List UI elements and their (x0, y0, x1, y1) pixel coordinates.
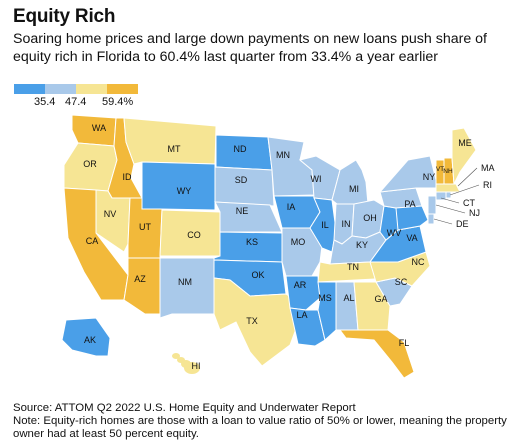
state-label-oh: OH (363, 213, 377, 223)
state-label-pa: PA (404, 199, 415, 209)
state-label-id: ID (123, 172, 133, 182)
state-label-tn: TN (347, 262, 359, 272)
state-label-wy: WY (177, 186, 192, 196)
state-label-la: LA (296, 310, 307, 320)
footer: Source: ATTOM Q2 2022 U.S. Home Equity a… (13, 402, 528, 441)
state-label-ct: CT (463, 198, 475, 208)
state-label-mi: MI (349, 184, 359, 194)
state-label-hi: HI (192, 361, 201, 371)
state-il (309, 197, 337, 253)
chart-subtitle: Soaring home prices and large down payme… (13, 31, 487, 65)
state-label-or: OR (83, 159, 97, 169)
state-ak (61, 317, 111, 357)
state-label-fl: FL (399, 338, 410, 348)
state-label-mn: MN (276, 150, 290, 160)
leader-line-nj (435, 204, 466, 214)
state-ne (214, 201, 283, 233)
state-label-ky: KY (356, 240, 368, 250)
state-label-tx: TX (246, 316, 258, 326)
state-fl (339, 329, 415, 379)
state-ga (353, 281, 391, 331)
state-tx (213, 277, 301, 367)
leader-line-ri (449, 184, 480, 196)
state-label-ut: UT (139, 222, 151, 232)
state-mt (123, 117, 217, 165)
state-label-co: CO (187, 230, 201, 240)
leader-line-ct (440, 197, 460, 204)
legend-label-2: 47.4 (65, 96, 87, 108)
state-wy (141, 161, 216, 211)
state-label-nh: NH (443, 168, 453, 175)
color-legend: 35.4 47.4 59.4% (14, 84, 138, 108)
state-label-nv: NV (104, 209, 117, 219)
state-ar (285, 275, 321, 311)
chart-title: Equity Rich (13, 6, 116, 27)
state-label-sd: SD (235, 175, 248, 185)
state-md (395, 205, 429, 231)
source-note: Source: ATTOM Q2 2022 U.S. Home Equity a… (13, 402, 356, 414)
state-label-il: IL (321, 220, 329, 230)
definition-note: Note: Equity-rich homes are those with a… (13, 415, 507, 440)
state-label-me: ME (458, 138, 472, 148)
state-label-ks: KS (246, 237, 258, 247)
legend-swatch-1 (14, 84, 45, 94)
state-label-az: AZ (134, 274, 146, 284)
state-label-wa: WA (92, 123, 106, 133)
legend-label-1: 35.4 (34, 96, 56, 108)
state-ny (378, 155, 439, 193)
state-hi-island (172, 353, 180, 359)
state-label-ne: NE (236, 206, 249, 216)
state-label-ny: NY (423, 172, 436, 182)
state-de (427, 213, 435, 225)
state-label-ga: GA (374, 294, 387, 304)
state-hi-island (184, 362, 200, 374)
state-label-in: IN (342, 219, 351, 229)
legend-swatch-2 (45, 84, 76, 94)
state-az (123, 257, 161, 315)
state-me (451, 127, 477, 186)
state-label-ma: MA (481, 163, 495, 173)
state-ma (435, 183, 461, 193)
state-label-vt: VT (436, 166, 444, 173)
leader-line-de (433, 218, 453, 225)
state-label-ca: CA (86, 236, 99, 246)
state-label-ms: MS (318, 293, 332, 303)
state-label-ak: AK (84, 335, 96, 345)
legend-swatch-3 (76, 84, 107, 94)
state-mi (331, 159, 369, 209)
state-sd (214, 166, 275, 207)
state-label-sc: SC (395, 277, 408, 287)
state-label-de: DE (456, 219, 469, 229)
state-label-ri: RI (483, 180, 492, 190)
state-label-ok: OK (251, 270, 264, 280)
state-label-nj: NJ (469, 208, 480, 218)
state-label-al: AL (343, 293, 354, 303)
state-label-nc: NC (412, 257, 425, 267)
state-label-nm: NM (178, 277, 192, 287)
state-nj (427, 195, 437, 215)
state-label-va: VA (406, 233, 417, 243)
state-label-mo: MO (291, 237, 306, 247)
state-label-ar: AR (294, 280, 307, 290)
state-nm (159, 257, 215, 319)
state-label-wv: WV (387, 228, 402, 238)
state-label-ia: IA (287, 202, 296, 212)
state-label-mt: MT (168, 144, 181, 154)
state-label-wi: WI (311, 174, 322, 184)
leader-line-ma (457, 167, 478, 187)
state-label-nd: ND (234, 144, 247, 154)
legend-swatch-4 (107, 84, 138, 94)
legend-label-3: 59.4% (102, 96, 134, 108)
